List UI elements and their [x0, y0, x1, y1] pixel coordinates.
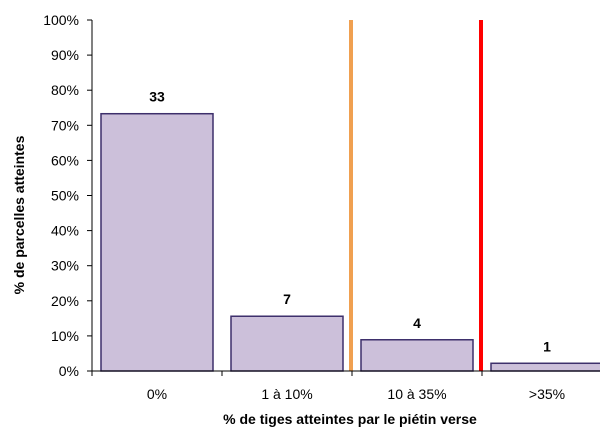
y-tick-label: 30% [51, 258, 79, 274]
y-tick-label: 20% [51, 293, 79, 309]
data-label: 33 [149, 89, 165, 105]
x-axis-title: % de tiges atteintes par le piétin verse [223, 411, 477, 427]
x-tick-label: 0% [147, 386, 167, 402]
bar [230, 315, 344, 372]
data-label: 4 [413, 315, 421, 331]
bar [100, 112, 214, 372]
bars [100, 112, 600, 372]
y-tick-label: 0% [59, 363, 79, 379]
y-tick-label: 70% [51, 117, 79, 133]
data-labels: 33 7 4 1 [149, 89, 551, 355]
y-axis-title: % de parcelles atteintes [11, 135, 27, 294]
x-tick-label: 10 à 35% [387, 386, 446, 402]
y-tick-label: 80% [51, 82, 79, 98]
y-tick-label: 40% [51, 223, 79, 239]
y-tick-label: 60% [51, 152, 79, 168]
bar [360, 339, 474, 372]
y-tick-label: 90% [51, 47, 79, 63]
y-tick-label: 50% [51, 188, 79, 204]
x-ticks: 0% 1 à 10% 10 à 35% >35% [91, 371, 565, 402]
y-tick-label: 100% [43, 12, 79, 28]
bar [490, 362, 600, 372]
y-tick-label: 10% [51, 328, 79, 344]
y-ticks: 0% 10% 20% 30% 40% 50% 60% 70% 80% 90% 100% [43, 12, 92, 379]
data-label: 7 [283, 291, 291, 307]
data-label: 1 [543, 338, 551, 354]
x-tick-label: 1 à 10% [261, 386, 312, 402]
x-tick-label: >35% [529, 386, 565, 402]
threshold-lines [349, 20, 483, 371]
plot-area: 0% 10% 20% 30% 40% 50% 60% 70% 80% 90% 100% 0% 1 à … [43, 12, 600, 402]
